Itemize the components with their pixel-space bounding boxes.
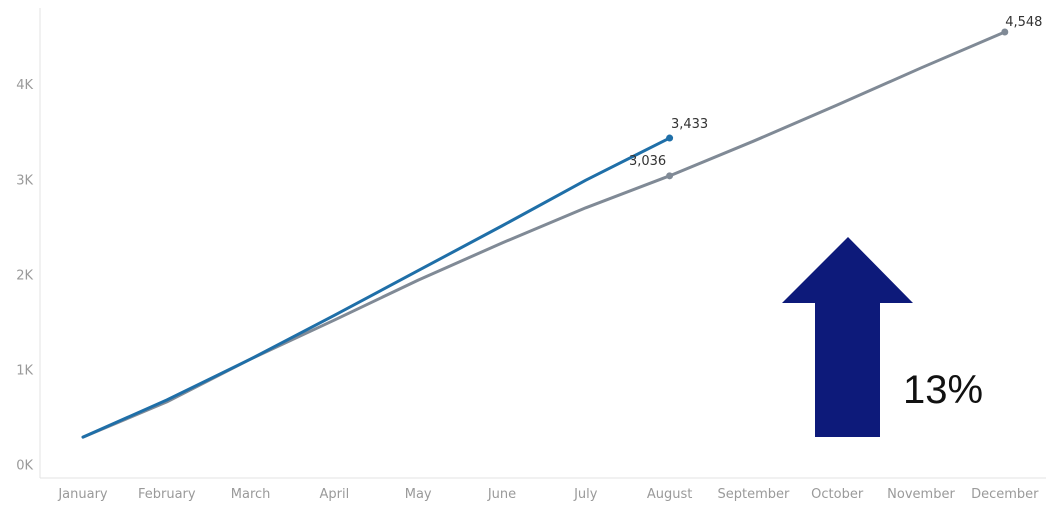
x-tick-label: December: [971, 487, 1039, 502]
series-point-1: [1001, 28, 1009, 36]
x-tick-label: October: [811, 487, 864, 502]
y-tick-label: 3K: [16, 173, 33, 188]
data-labels: 3,433 3,036 4,548: [629, 15, 1042, 169]
growth-annotation: 13%: [782, 237, 983, 437]
data-label: 3,036: [629, 154, 666, 169]
series-lines: [81, 28, 1009, 439]
up-arrow-icon: [782, 237, 913, 437]
chart-axes: [39, 8, 1046, 479]
x-tick-label: January: [57, 487, 108, 502]
series-line-0: [81, 136, 672, 439]
growth-percent: 13%: [903, 368, 983, 412]
series-point-1: [666, 172, 674, 180]
x-tick-label: May: [405, 487, 432, 502]
x-tick-label: July: [573, 487, 598, 502]
y-tick-label: 1K: [16, 364, 33, 379]
x-tick-label: June: [487, 487, 516, 502]
data-label: 4,548: [1005, 15, 1042, 30]
x-tick-label: April: [320, 487, 350, 502]
x-tick-label: February: [138, 487, 196, 502]
x-tick-labels: January February March April May June July Augu…: [57, 487, 1039, 502]
x-tick-label: September: [717, 487, 790, 502]
x-tick-label: March: [231, 487, 271, 502]
y-tick-label: 2K: [16, 268, 33, 283]
x-tick-label: August: [647, 487, 693, 502]
y-tick-label: 0K: [16, 459, 33, 474]
y-tick-label: 4K: [16, 78, 33, 93]
y-tick-labels: 0K 1K 2K 3K 4K: [16, 78, 33, 474]
x-tick-label: November: [887, 487, 955, 502]
data-label: 3,433: [671, 117, 708, 132]
series-point-0: [666, 134, 674, 142]
